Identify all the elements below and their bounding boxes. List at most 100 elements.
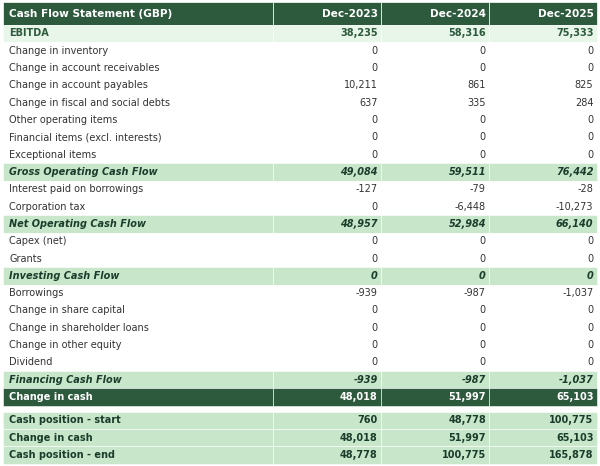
Text: -987: -987 (461, 375, 486, 385)
Text: Change in inventory: Change in inventory (9, 46, 108, 56)
Text: 0: 0 (371, 306, 378, 315)
Bar (490, 42, 597, 60)
Bar (273, 25, 382, 42)
Bar (3, 181, 273, 198)
Text: -939: -939 (356, 288, 378, 298)
Text: 0: 0 (587, 254, 593, 264)
Bar (3, 42, 273, 60)
Bar (3, 250, 273, 267)
Text: 861: 861 (467, 81, 486, 90)
Bar (382, 446, 490, 464)
Text: 0: 0 (587, 271, 593, 281)
Bar (273, 446, 382, 464)
Text: -10,273: -10,273 (556, 202, 593, 212)
Text: 0: 0 (371, 357, 378, 367)
Bar (273, 429, 382, 446)
Bar (382, 267, 490, 285)
Text: Financial items (excl. interests): Financial items (excl. interests) (9, 132, 161, 142)
Text: 0: 0 (480, 115, 486, 125)
Bar (3, 354, 273, 371)
Bar (490, 198, 597, 215)
Bar (273, 163, 382, 181)
Bar (382, 42, 490, 60)
Text: 0: 0 (480, 236, 486, 246)
Text: Change in share capital: Change in share capital (9, 306, 125, 315)
Bar (273, 60, 382, 77)
Text: 825: 825 (575, 81, 593, 90)
Bar (382, 94, 490, 111)
Bar (382, 354, 490, 371)
Bar (382, 233, 490, 250)
Text: 637: 637 (359, 98, 378, 108)
Bar (382, 181, 490, 198)
Bar (3, 146, 273, 163)
Bar (273, 2, 382, 25)
Bar (273, 388, 382, 406)
Text: Dividend: Dividend (9, 357, 52, 367)
Text: Change in account receivables: Change in account receivables (9, 63, 160, 73)
Text: -939: -939 (353, 375, 378, 385)
Text: Grants: Grants (9, 254, 42, 264)
Bar (490, 2, 597, 25)
Bar (3, 285, 273, 302)
Text: 0: 0 (480, 323, 486, 333)
Text: 48,957: 48,957 (340, 219, 378, 229)
Text: 760: 760 (358, 415, 378, 425)
Bar (3, 388, 273, 406)
Text: Financing Cash Flow: Financing Cash Flow (9, 375, 122, 385)
Text: 0: 0 (480, 150, 486, 160)
Text: 100,775: 100,775 (442, 450, 486, 460)
Text: Cash Flow Statement (GBP): Cash Flow Statement (GBP) (9, 8, 172, 19)
Text: 0: 0 (371, 150, 378, 160)
Bar (273, 94, 382, 111)
Bar (273, 77, 382, 94)
Text: 49,084: 49,084 (340, 167, 378, 177)
Text: Dec-2025: Dec-2025 (538, 8, 593, 19)
Text: 0: 0 (587, 236, 593, 246)
Text: 0: 0 (587, 63, 593, 73)
Bar (3, 77, 273, 94)
Text: 100,775: 100,775 (549, 415, 593, 425)
Bar (273, 319, 382, 336)
Bar (3, 412, 273, 429)
Bar (382, 429, 490, 446)
Bar (490, 94, 597, 111)
Bar (3, 129, 273, 146)
Bar (3, 267, 273, 285)
Bar (3, 60, 273, 77)
Text: 0: 0 (480, 254, 486, 264)
Bar (490, 319, 597, 336)
Bar (382, 215, 490, 233)
Text: Cash position - end: Cash position - end (9, 450, 115, 460)
Bar (382, 412, 490, 429)
Bar (3, 446, 273, 464)
Bar (273, 302, 382, 319)
Bar (273, 215, 382, 233)
Bar (3, 198, 273, 215)
Bar (490, 25, 597, 42)
Bar (3, 215, 273, 233)
Text: 0: 0 (587, 340, 593, 350)
Text: 0: 0 (371, 46, 378, 56)
Bar (382, 388, 490, 406)
Bar (382, 302, 490, 319)
Bar (273, 267, 382, 285)
Text: Change in shareholder loans: Change in shareholder loans (9, 323, 149, 333)
Bar (273, 371, 382, 388)
Bar (490, 77, 597, 94)
Text: 59,511: 59,511 (448, 167, 486, 177)
Bar (273, 417, 382, 423)
Text: Investing Cash Flow: Investing Cash Flow (9, 271, 119, 281)
Text: 0: 0 (371, 115, 378, 125)
Text: 0: 0 (371, 323, 378, 333)
Text: -127: -127 (356, 184, 378, 194)
Text: 0: 0 (480, 132, 486, 142)
Bar (3, 429, 273, 446)
Text: 335: 335 (467, 98, 486, 108)
Bar (490, 371, 597, 388)
Bar (382, 198, 490, 215)
Bar (490, 146, 597, 163)
Text: 48,018: 48,018 (340, 392, 378, 402)
Bar (490, 163, 597, 181)
Bar (490, 429, 597, 446)
